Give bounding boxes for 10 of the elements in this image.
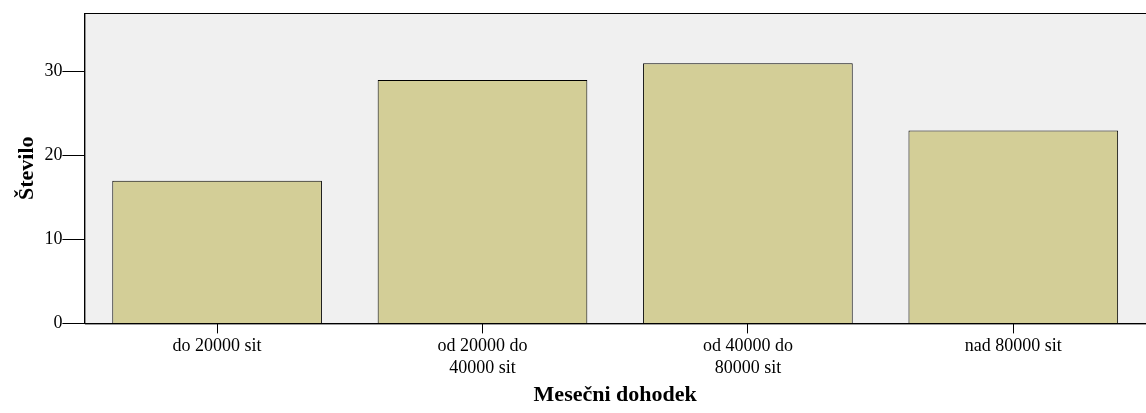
x-tick-label: od 20000 do 40000 sit: [437, 334, 528, 377]
y-tick-label: 0: [53, 312, 63, 333]
x-tick-label: do 20000 sit: [172, 334, 262, 355]
y-tick-label: 10: [44, 228, 63, 249]
x-tick-label: od 40000 do 80000 sit: [702, 334, 793, 377]
x-tick-label: nad 80000 sit: [964, 334, 1062, 355]
y-tick-label: 30: [44, 60, 63, 81]
y-tick-label: 20: [44, 144, 63, 165]
x-axis-title: Mesečni dohodek: [533, 381, 698, 407]
y-axis-title: Število: [12, 136, 38, 200]
